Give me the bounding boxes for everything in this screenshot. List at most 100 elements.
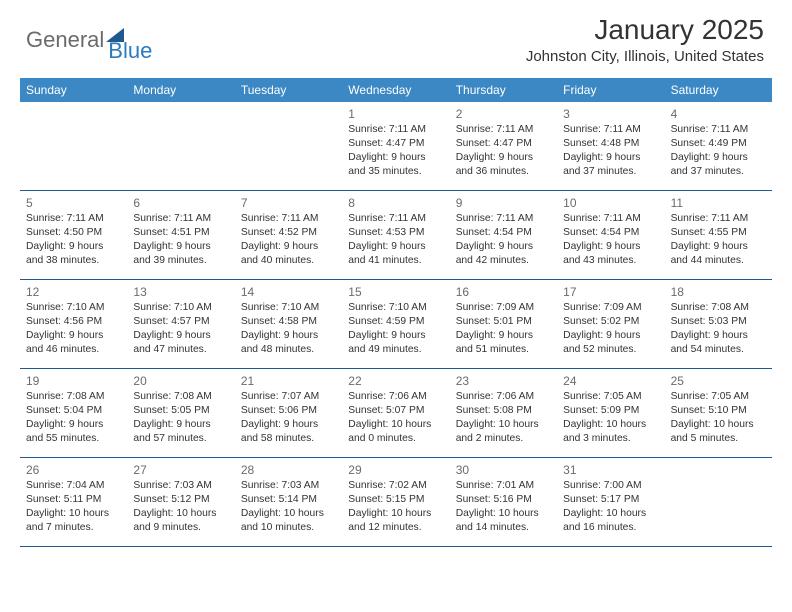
sunrise-text: Sunrise: 7:02 AM: [348, 479, 443, 493]
calendar-cell: 27Sunrise: 7:03 AMSunset: 5:12 PMDayligh…: [127, 458, 234, 546]
day-number: 22: [348, 373, 443, 389]
day-number: 14: [241, 284, 336, 300]
sunrise-text: Sunrise: 7:11 AM: [348, 123, 443, 137]
logo-text-2: Blue: [108, 38, 152, 64]
calendar-cell: 22Sunrise: 7:06 AMSunset: 5:07 PMDayligh…: [342, 369, 449, 457]
sunrise-text: Sunrise: 7:00 AM: [563, 479, 658, 493]
day-number: 7: [241, 195, 336, 211]
daylight-text: Daylight: 9 hours and 43 minutes.: [563, 240, 658, 268]
sunrise-text: Sunrise: 7:05 AM: [563, 390, 658, 404]
sunset-text: Sunset: 5:06 PM: [241, 404, 336, 418]
day-number: 28: [241, 462, 336, 478]
day-number: 16: [456, 284, 551, 300]
sunrise-text: Sunrise: 7:11 AM: [241, 212, 336, 226]
sunset-text: Sunset: 4:47 PM: [456, 137, 551, 151]
sunrise-text: Sunrise: 7:04 AM: [26, 479, 121, 493]
week-separator: [20, 546, 772, 547]
sunrise-text: Sunrise: 7:11 AM: [456, 123, 551, 137]
calendar-cell: [127, 102, 234, 190]
calendar-cell: 31Sunrise: 7:00 AMSunset: 5:17 PMDayligh…: [557, 458, 664, 546]
sunset-text: Sunset: 5:07 PM: [348, 404, 443, 418]
daylight-text: Daylight: 10 hours and 14 minutes.: [456, 507, 551, 535]
sunrise-text: Sunrise: 7:10 AM: [26, 301, 121, 315]
daylight-text: Daylight: 9 hours and 44 minutes.: [671, 240, 766, 268]
calendar-cell: 17Sunrise: 7:09 AMSunset: 5:02 PMDayligh…: [557, 280, 664, 368]
sunrise-text: Sunrise: 7:08 AM: [133, 390, 228, 404]
calendar-cell: 4Sunrise: 7:11 AMSunset: 4:49 PMDaylight…: [665, 102, 772, 190]
sunset-text: Sunset: 4:47 PM: [348, 137, 443, 151]
calendar-cell: 16Sunrise: 7:09 AMSunset: 5:01 PMDayligh…: [450, 280, 557, 368]
day-number: 27: [133, 462, 228, 478]
daylight-text: Daylight: 9 hours and 39 minutes.: [133, 240, 228, 268]
sunset-text: Sunset: 5:10 PM: [671, 404, 766, 418]
daylight-text: Daylight: 9 hours and 58 minutes.: [241, 418, 336, 446]
calendar-cell: 12Sunrise: 7:10 AMSunset: 4:56 PMDayligh…: [20, 280, 127, 368]
day-number: 17: [563, 284, 658, 300]
day-number: 11: [671, 195, 766, 211]
weekday-header-row: Sunday Monday Tuesday Wednesday Thursday…: [20, 78, 772, 102]
daylight-text: Daylight: 10 hours and 10 minutes.: [241, 507, 336, 535]
sunset-text: Sunset: 4:52 PM: [241, 226, 336, 240]
calendar-cell: 6Sunrise: 7:11 AMSunset: 4:51 PMDaylight…: [127, 191, 234, 279]
day-number: 20: [133, 373, 228, 389]
daylight-text: Daylight: 9 hours and 57 minutes.: [133, 418, 228, 446]
daylight-text: Daylight: 9 hours and 49 minutes.: [348, 329, 443, 357]
day-number: 4: [671, 106, 766, 122]
sunrise-text: Sunrise: 7:03 AM: [133, 479, 228, 493]
header: January 2025 Johnston City, Illinois, Un…: [526, 14, 764, 65]
daylight-text: Daylight: 9 hours and 46 minutes.: [26, 329, 121, 357]
day-number: 21: [241, 373, 336, 389]
sunset-text: Sunset: 4:59 PM: [348, 315, 443, 329]
daylight-text: Daylight: 10 hours and 16 minutes.: [563, 507, 658, 535]
sunrise-text: Sunrise: 7:11 AM: [671, 123, 766, 137]
day-number: 25: [671, 373, 766, 389]
daylight-text: Daylight: 9 hours and 41 minutes.: [348, 240, 443, 268]
daylight-text: Daylight: 10 hours and 12 minutes.: [348, 507, 443, 535]
sunset-text: Sunset: 5:11 PM: [26, 493, 121, 507]
daylight-text: Daylight: 9 hours and 54 minutes.: [671, 329, 766, 357]
day-number: 8: [348, 195, 443, 211]
calendar-cell: 21Sunrise: 7:07 AMSunset: 5:06 PMDayligh…: [235, 369, 342, 457]
calendar-cell: 25Sunrise: 7:05 AMSunset: 5:10 PMDayligh…: [665, 369, 772, 457]
sunset-text: Sunset: 4:58 PM: [241, 315, 336, 329]
sunset-text: Sunset: 4:57 PM: [133, 315, 228, 329]
sunset-text: Sunset: 5:16 PM: [456, 493, 551, 507]
day-number: 24: [563, 373, 658, 389]
calendar-cell: 14Sunrise: 7:10 AMSunset: 4:58 PMDayligh…: [235, 280, 342, 368]
weekday-header: Monday: [127, 78, 234, 102]
daylight-text: Daylight: 9 hours and 55 minutes.: [26, 418, 121, 446]
day-number: 23: [456, 373, 551, 389]
day-number: 10: [563, 195, 658, 211]
calendar-cell: 2Sunrise: 7:11 AMSunset: 4:47 PMDaylight…: [450, 102, 557, 190]
day-number: 19: [26, 373, 121, 389]
sunset-text: Sunset: 5:04 PM: [26, 404, 121, 418]
day-number: 6: [133, 195, 228, 211]
daylight-text: Daylight: 9 hours and 35 minutes.: [348, 151, 443, 179]
calendar-cell: 19Sunrise: 7:08 AMSunset: 5:04 PMDayligh…: [20, 369, 127, 457]
sunset-text: Sunset: 5:17 PM: [563, 493, 658, 507]
calendar: Sunday Monday Tuesday Wednesday Thursday…: [20, 78, 772, 547]
day-number: 29: [348, 462, 443, 478]
day-number: 9: [456, 195, 551, 211]
daylight-text: Daylight: 9 hours and 37 minutes.: [563, 151, 658, 179]
logo: General Blue: [26, 18, 152, 62]
daylight-text: Daylight: 9 hours and 52 minutes.: [563, 329, 658, 357]
weekday-header: Tuesday: [235, 78, 342, 102]
day-number: 26: [26, 462, 121, 478]
calendar-cell: 15Sunrise: 7:10 AMSunset: 4:59 PMDayligh…: [342, 280, 449, 368]
sunrise-text: Sunrise: 7:06 AM: [348, 390, 443, 404]
sunset-text: Sunset: 5:09 PM: [563, 404, 658, 418]
sunrise-text: Sunrise: 7:11 AM: [26, 212, 121, 226]
calendar-cell: 7Sunrise: 7:11 AMSunset: 4:52 PMDaylight…: [235, 191, 342, 279]
sunrise-text: Sunrise: 7:10 AM: [348, 301, 443, 315]
daylight-text: Daylight: 9 hours and 47 minutes.: [133, 329, 228, 357]
sunrise-text: Sunrise: 7:11 AM: [671, 212, 766, 226]
calendar-cell: 11Sunrise: 7:11 AMSunset: 4:55 PMDayligh…: [665, 191, 772, 279]
day-number: 30: [456, 462, 551, 478]
day-number: 2: [456, 106, 551, 122]
weekday-header: Sunday: [20, 78, 127, 102]
weekday-header: Friday: [557, 78, 664, 102]
sunset-text: Sunset: 4:54 PM: [456, 226, 551, 240]
daylight-text: Daylight: 9 hours and 37 minutes.: [671, 151, 766, 179]
weekday-header: Saturday: [665, 78, 772, 102]
